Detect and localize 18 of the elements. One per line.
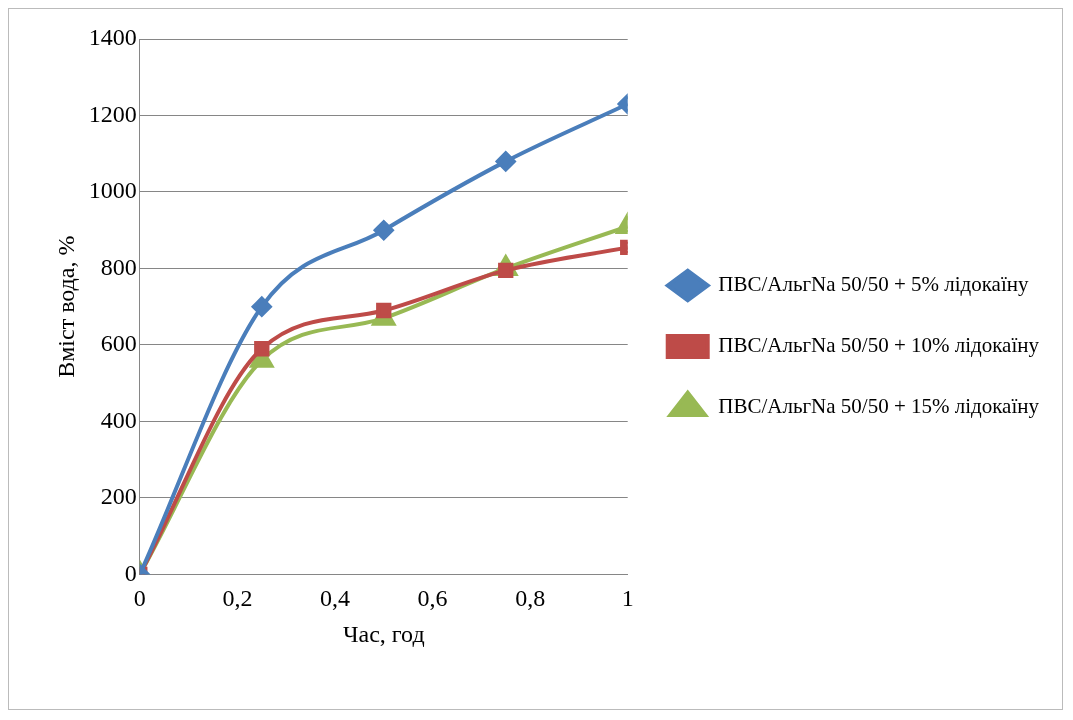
x-tick-label: 0,8 (515, 585, 546, 612)
x-tick-label: 0,4 (319, 585, 350, 612)
y-tick-label: 1400 (88, 24, 137, 51)
y-tick-label: 200 (100, 483, 137, 510)
legend-label: ПВС/АльгNa 50/50 + 10% лідокаїну (718, 333, 1040, 358)
y-tick-label: 1000 (88, 177, 137, 204)
y-tick-label: 600 (100, 330, 137, 357)
legend-label: ПВС/АльгNa 50/50 + 15% лідокаїну (718, 394, 1040, 419)
x-axis-title: Час, год (342, 620, 425, 647)
y-tick-label: 800 (100, 253, 137, 280)
y-tick-label: 1200 (88, 100, 137, 127)
x-tick-label: 0,6 (417, 585, 448, 612)
x-tick-label: 0,2 (222, 585, 253, 612)
y-axis-title: Вміст вода, % (52, 235, 79, 378)
legend-label: ПВС/АльгNa 50/50 + 5% лідокаїну (718, 272, 1029, 297)
x-tick-label: 1 (621, 585, 634, 612)
y-tick-label: 0 (124, 559, 137, 586)
y-tick-label: 400 (100, 406, 137, 433)
